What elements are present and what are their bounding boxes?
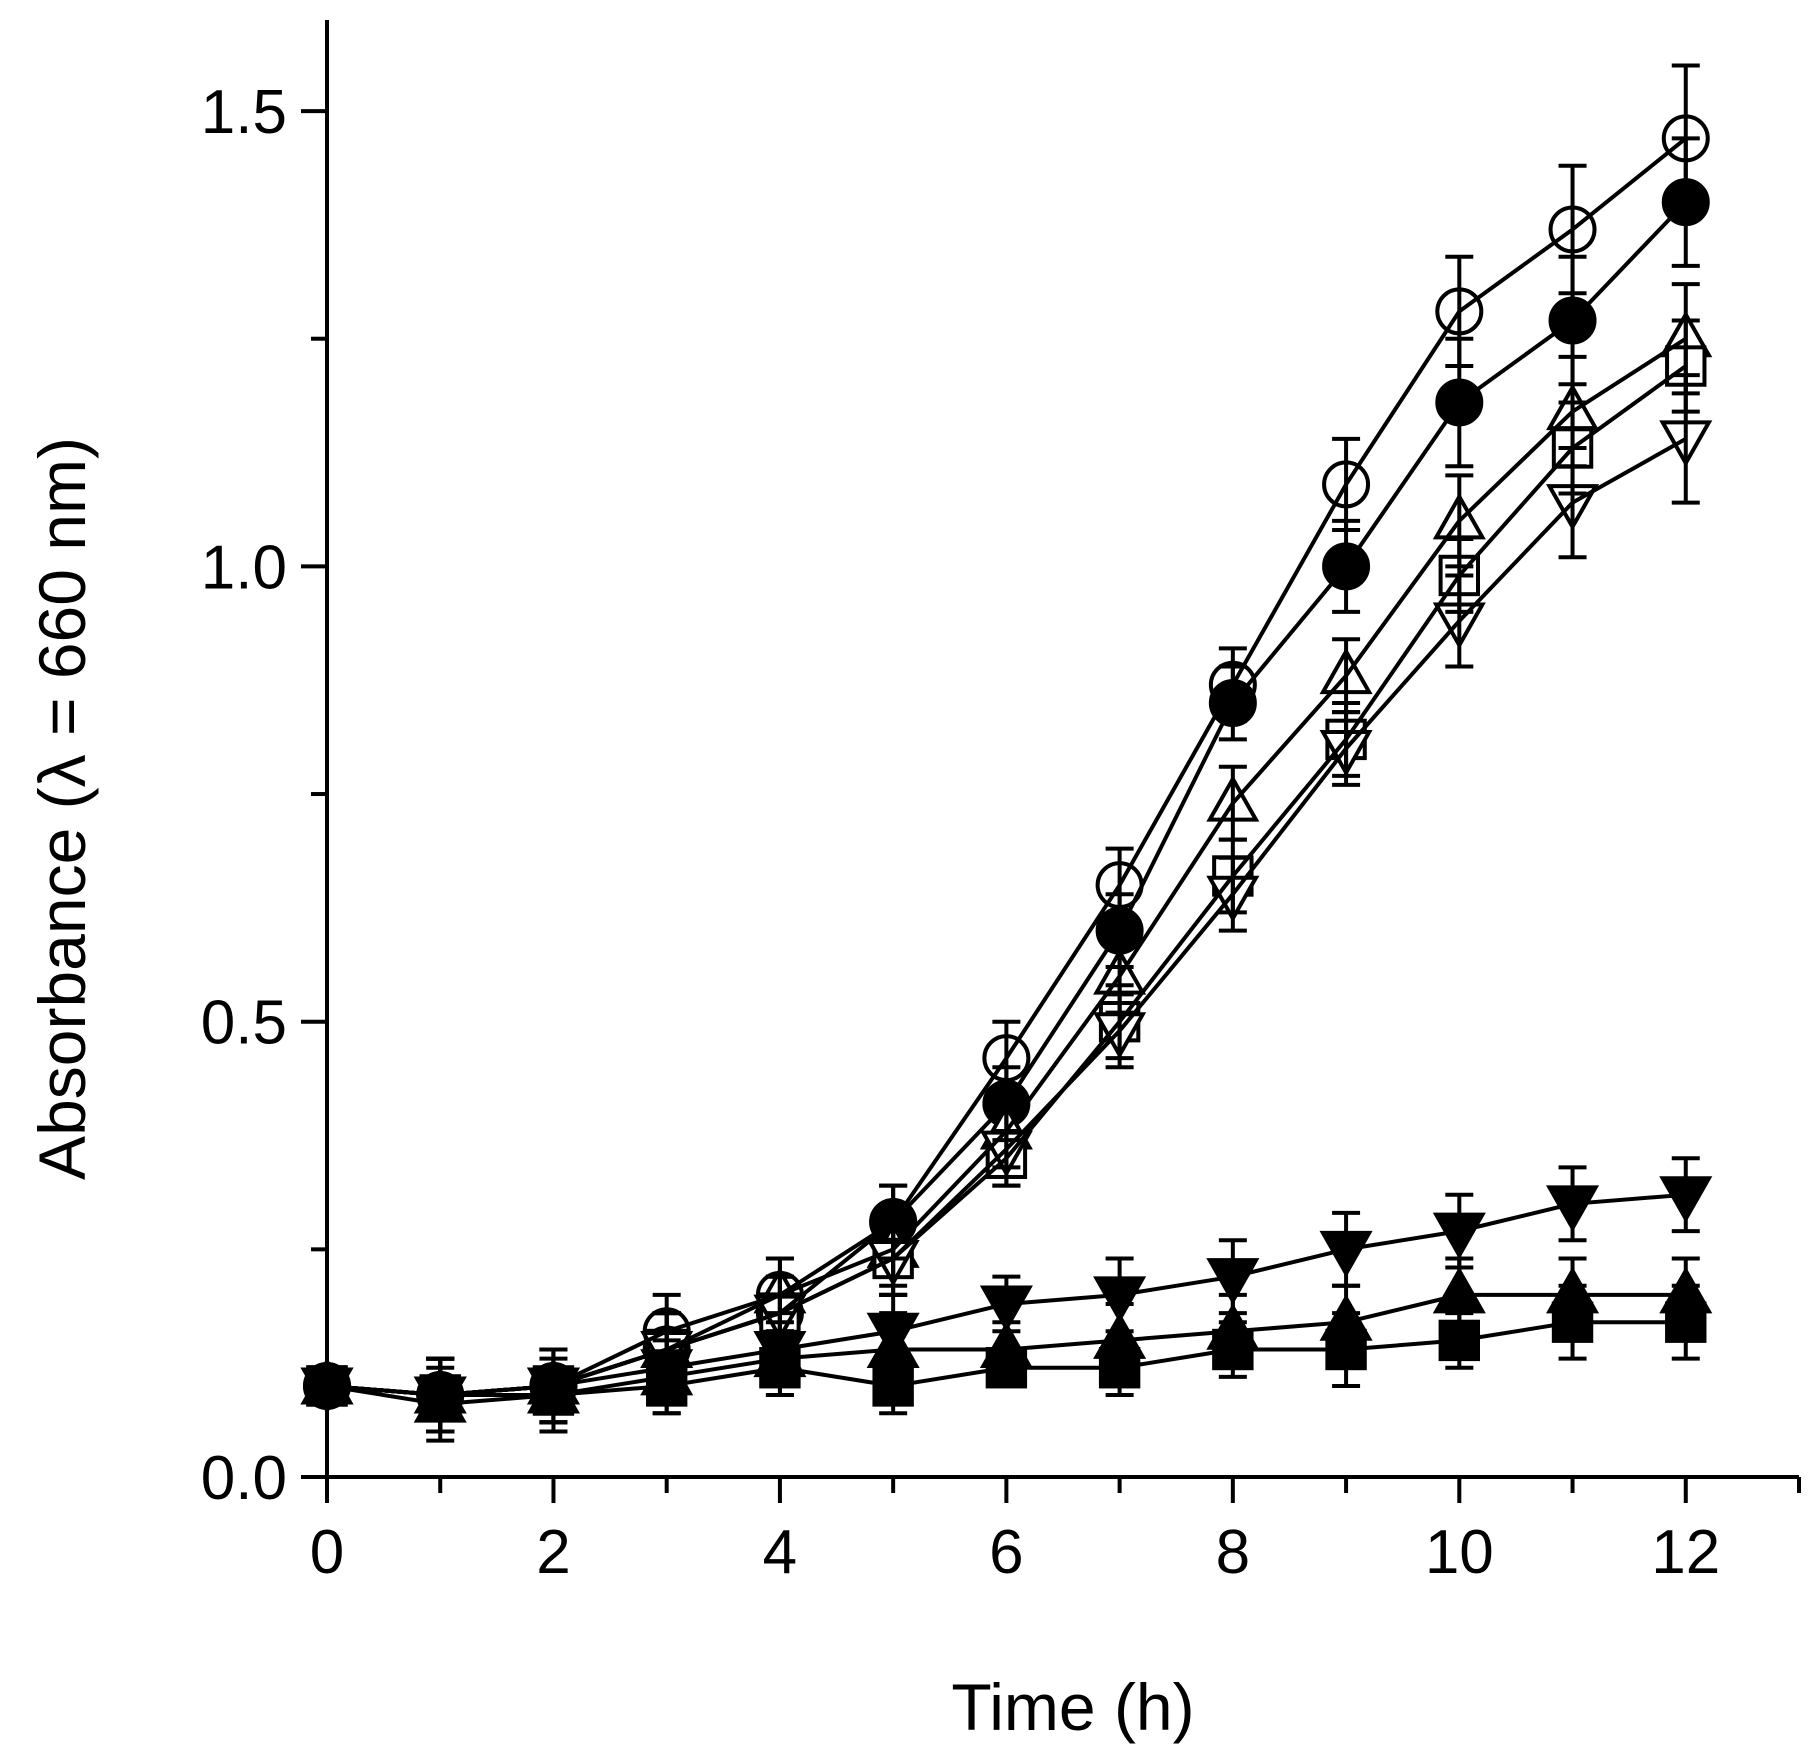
y-tick-label: 0.5	[201, 989, 287, 1058]
series-line-segment	[779, 1347, 894, 1361]
x-tick-label: 6	[989, 1518, 1023, 1587]
series-line-segment	[779, 1329, 894, 1352]
x-tick-label: 4	[763, 1518, 797, 1587]
series-line-segment	[1345, 1338, 1460, 1352]
series-line-segment	[1006, 1338, 1120, 1352]
series-line-segment	[552, 1347, 668, 1388]
markers-layer	[300, 114, 1713, 1424]
series-open-triangle-down	[313, 373, 1700, 1434]
series-line-segment	[778, 1220, 895, 1315]
series-line-segment	[1231, 674, 1348, 805]
series-line-segment	[1457, 501, 1574, 623]
series-line-segment	[891, 1056, 1009, 1224]
series-line-segment	[1457, 446, 1575, 577]
series-line-segment	[1118, 874, 1235, 1023]
y-tick-label: 1.0	[201, 533, 287, 602]
series-line-segment	[1344, 519, 1461, 677]
labels-layer: Time (h) Absorbance (λ = 660 nm) 0 2 4 6 8 10…	[25, 78, 1720, 1744]
series-line-segment	[1458, 1201, 1574, 1234]
x-tick-label: 2	[536, 1518, 570, 1587]
series-line-segment	[1344, 574, 1461, 741]
y-axis-title: Absorbance (λ = 660 nm)	[25, 437, 99, 1180]
series-line-segment	[1458, 318, 1574, 405]
series-line-segment	[1231, 483, 1348, 686]
series-line-segment	[1231, 747, 1348, 896]
series-line-segment	[1231, 738, 1348, 878]
y-tick-label: 1.5	[201, 78, 287, 147]
series-line-segment	[1232, 1320, 1347, 1334]
series-line-segment	[666, 1365, 781, 1388]
x-tick-label: 12	[1651, 1518, 1720, 1587]
series-line-segment	[779, 1247, 894, 1297]
x-tick-label: 0	[310, 1518, 344, 1587]
series-filled-circle	[313, 136, 1700, 1434]
series-line-segment	[1458, 1320, 1573, 1343]
series-open-circle	[313, 63, 1700, 1434]
series-line-segment	[1004, 883, 1122, 1060]
series-line-segment	[1231, 565, 1348, 705]
series-line-segment	[552, 1329, 668, 1388]
series-line-segment	[1571, 337, 1687, 414]
series-layer	[300, 63, 1713, 1443]
series-line-segment	[891, 1147, 1008, 1260]
series-line-segment	[1119, 1329, 1234, 1343]
series-line-segment	[892, 1302, 1007, 1334]
series-line-segment	[1004, 974, 1122, 1133]
series-filled-square	[313, 1283, 1700, 1434]
series-line-segment	[1119, 1347, 1234, 1370]
series-line-segment	[1117, 702, 1235, 932]
x-tick-label: 8	[1216, 1518, 1250, 1587]
series-line-segment	[1458, 227, 1574, 314]
series-line-segment	[666, 1292, 781, 1334]
axes-layer	[301, 20, 1801, 1503]
series-line-segment	[666, 1311, 781, 1352]
series-line-segment	[1344, 401, 1461, 568]
series-line-segment	[1571, 437, 1687, 505]
series-line-segment	[1571, 200, 1688, 322]
y-tick-label: 0.0	[201, 1444, 287, 1513]
series-line-segment	[778, 1220, 895, 1297]
series-line-segment	[779, 1365, 894, 1388]
series-line-segment	[1232, 1247, 1347, 1279]
series-line-segment	[1345, 1229, 1460, 1252]
x-axis-title: Time (h)	[951, 1670, 1194, 1744]
series-line-segment	[1117, 683, 1235, 887]
series-line-segment	[891, 1102, 1008, 1224]
series-line-segment	[1457, 410, 1574, 523]
series-line-segment	[1117, 802, 1235, 978]
series-line-segment	[1118, 892, 1235, 1033]
series-line-segment	[666, 1347, 781, 1370]
series-open-triangle-up	[313, 282, 1700, 1434]
x-tick-label: 10	[1425, 1518, 1494, 1587]
series-line-segment	[892, 1365, 1007, 1388]
series-line-segment	[1344, 619, 1461, 750]
series-line-segment	[553, 1365, 668, 1388]
series-line-segment	[665, 1293, 781, 1352]
series-line-segment	[666, 1356, 781, 1379]
series-line-segment	[1344, 310, 1461, 486]
series-line-segment	[1004, 929, 1122, 1105]
series-line-segment	[326, 1383, 441, 1398]
series-line-segment	[1572, 1192, 1686, 1206]
series-line-segment	[1571, 364, 1687, 450]
series-line-segment	[779, 1256, 895, 1315]
series-line-segment	[1571, 136, 1688, 232]
series-line-segment	[1004, 1029, 1122, 1151]
series-line-segment	[1345, 1292, 1460, 1325]
series-line-segment	[553, 1383, 667, 1398]
series-line-segment	[891, 1129, 1008, 1251]
series-line-segment	[1006, 1292, 1120, 1306]
series-line-segment	[1119, 1274, 1234, 1297]
